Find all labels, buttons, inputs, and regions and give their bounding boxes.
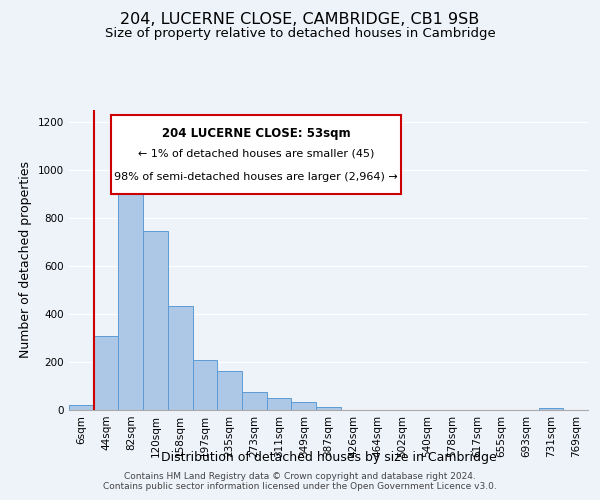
- Text: Size of property relative to detached houses in Cambridge: Size of property relative to detached ho…: [104, 28, 496, 40]
- Bar: [242, 392, 267, 410]
- Bar: [69, 405, 94, 410]
- Bar: [118, 180, 143, 410]
- Y-axis label: Number of detached properties: Number of detached properties: [19, 162, 32, 358]
- Text: Contains public sector information licensed under the Open Government Licence v3: Contains public sector information licen…: [103, 482, 497, 491]
- Bar: [193, 360, 217, 410]
- Text: ← 1% of detached houses are smaller (45): ← 1% of detached houses are smaller (45): [137, 149, 374, 159]
- Bar: [539, 408, 563, 410]
- Bar: [292, 402, 316, 410]
- Bar: [168, 306, 193, 410]
- Bar: [316, 406, 341, 410]
- Text: 98% of semi-detached houses are larger (2,964) →: 98% of semi-detached houses are larger (…: [114, 172, 398, 181]
- Bar: [267, 398, 292, 410]
- Bar: [94, 336, 118, 410]
- FancyBboxPatch shape: [110, 114, 401, 194]
- Bar: [143, 231, 168, 410]
- Bar: [217, 371, 242, 410]
- Text: 204 LUCERNE CLOSE: 53sqm: 204 LUCERNE CLOSE: 53sqm: [161, 126, 350, 140]
- Text: Distribution of detached houses by size in Cambridge: Distribution of detached houses by size …: [161, 451, 497, 464]
- Text: Contains HM Land Registry data © Crown copyright and database right 2024.: Contains HM Land Registry data © Crown c…: [124, 472, 476, 481]
- Text: 204, LUCERNE CLOSE, CAMBRIDGE, CB1 9SB: 204, LUCERNE CLOSE, CAMBRIDGE, CB1 9SB: [121, 12, 479, 28]
